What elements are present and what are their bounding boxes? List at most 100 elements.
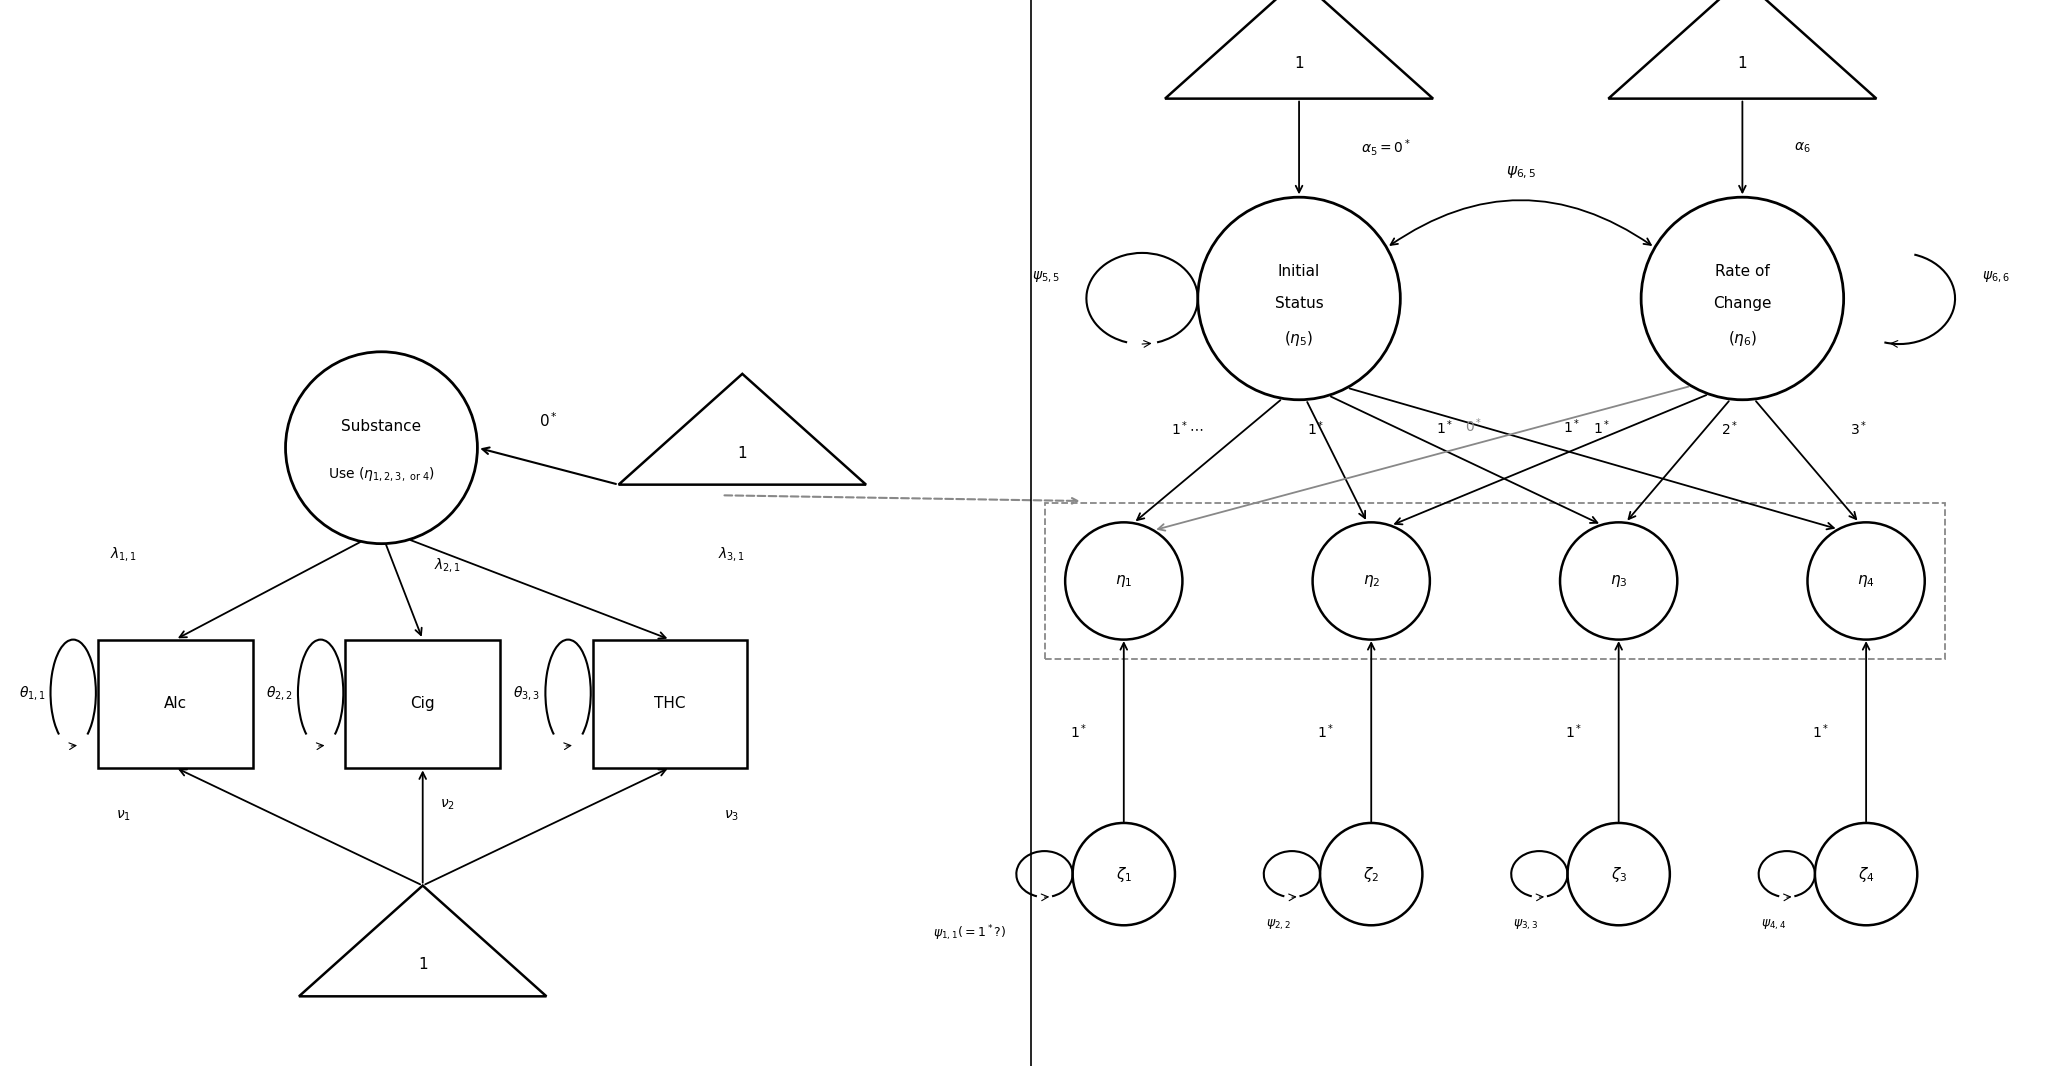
Ellipse shape bbox=[1066, 522, 1182, 640]
Ellipse shape bbox=[1313, 522, 1429, 640]
FancyArrowPatch shape bbox=[1351, 388, 1833, 530]
Text: 1: 1 bbox=[419, 957, 427, 972]
Ellipse shape bbox=[1808, 522, 1924, 640]
FancyArrowPatch shape bbox=[1738, 101, 1747, 192]
FancyArrowPatch shape bbox=[1295, 101, 1303, 192]
Ellipse shape bbox=[1561, 522, 1676, 640]
Text: $\psi_{5,5}$: $\psi_{5,5}$ bbox=[1031, 270, 1060, 285]
FancyArrowPatch shape bbox=[1615, 643, 1623, 822]
Polygon shape bbox=[619, 374, 866, 485]
Ellipse shape bbox=[1072, 823, 1175, 925]
FancyArrowPatch shape bbox=[483, 448, 617, 484]
FancyArrowPatch shape bbox=[1390, 200, 1652, 245]
Text: $\psi_{4,4}$: $\psi_{4,4}$ bbox=[1761, 918, 1786, 933]
Text: $\psi_{6,6}$: $\psi_{6,6}$ bbox=[1982, 270, 2010, 285]
Polygon shape bbox=[299, 886, 546, 997]
Text: $\zeta_3$: $\zeta_3$ bbox=[1610, 865, 1627, 884]
FancyArrowPatch shape bbox=[1142, 341, 1151, 348]
Ellipse shape bbox=[1320, 823, 1423, 925]
Text: $\alpha_5=0^*$: $\alpha_5=0^*$ bbox=[1361, 138, 1410, 159]
FancyArrowPatch shape bbox=[179, 770, 421, 885]
Text: 1: 1 bbox=[738, 446, 746, 461]
FancyArrowPatch shape bbox=[1041, 894, 1047, 901]
Text: $\psi_{3,3}$: $\psi_{3,3}$ bbox=[1514, 918, 1538, 933]
Text: $\zeta_1$: $\zeta_1$ bbox=[1116, 865, 1132, 884]
FancyArrowPatch shape bbox=[1136, 400, 1281, 520]
FancyArrowPatch shape bbox=[1396, 395, 1705, 524]
FancyArrowPatch shape bbox=[1536, 894, 1542, 901]
Ellipse shape bbox=[285, 352, 478, 544]
Text: Alc: Alc bbox=[163, 696, 188, 711]
FancyArrowPatch shape bbox=[425, 770, 666, 885]
FancyArrowPatch shape bbox=[1159, 387, 1689, 531]
Text: $0^*$: $0^*$ bbox=[538, 411, 557, 431]
Text: $\alpha_6$: $\alpha_6$ bbox=[1794, 141, 1810, 156]
Text: Cig: Cig bbox=[410, 696, 435, 711]
Text: $\theta_{1,1}$: $\theta_{1,1}$ bbox=[19, 684, 45, 701]
Text: $\eta_3$: $\eta_3$ bbox=[1610, 572, 1627, 589]
Text: $\eta_4$: $\eta_4$ bbox=[1858, 572, 1874, 589]
Text: $\theta_{2,2}$: $\theta_{2,2}$ bbox=[266, 684, 293, 701]
FancyArrowPatch shape bbox=[419, 772, 427, 883]
FancyArrowPatch shape bbox=[1289, 894, 1295, 901]
FancyBboxPatch shape bbox=[99, 640, 252, 768]
Text: $0^*$: $0^*$ bbox=[1466, 417, 1483, 435]
FancyArrowPatch shape bbox=[1629, 401, 1728, 519]
Text: $1^*$: $1^*$ bbox=[1563, 417, 1582, 436]
FancyBboxPatch shape bbox=[346, 640, 499, 768]
FancyArrowPatch shape bbox=[1330, 397, 1598, 523]
Text: $1^*$: $1^*$ bbox=[1070, 722, 1087, 741]
FancyArrowPatch shape bbox=[1367, 643, 1375, 822]
Text: $1^*$: $1^*$ bbox=[1565, 722, 1582, 741]
Text: $\psi_{2,2}$: $\psi_{2,2}$ bbox=[1266, 918, 1291, 933]
Text: $\nu_1$: $\nu_1$ bbox=[115, 809, 132, 823]
Text: ($\eta_5$): ($\eta_5$) bbox=[1285, 329, 1313, 349]
Text: $\eta_1$: $\eta_1$ bbox=[1116, 572, 1132, 589]
Ellipse shape bbox=[1815, 823, 1918, 925]
Text: Status: Status bbox=[1274, 296, 1324, 311]
FancyArrowPatch shape bbox=[1784, 894, 1790, 901]
Text: $\zeta_2$: $\zeta_2$ bbox=[1363, 865, 1379, 884]
Text: $\zeta_4$: $\zeta_4$ bbox=[1858, 865, 1874, 884]
Text: $\eta_2$: $\eta_2$ bbox=[1363, 572, 1379, 589]
Text: $1^*$: $1^*$ bbox=[1435, 419, 1454, 437]
Text: $2^*$: $2^*$ bbox=[1722, 420, 1738, 438]
Text: ($\eta_6$): ($\eta_6$) bbox=[1728, 329, 1757, 349]
Text: $\theta_{3,3}$: $\theta_{3,3}$ bbox=[513, 684, 540, 701]
Text: $1^*$: $1^*$ bbox=[1812, 722, 1829, 741]
Text: $1^*\cdots$: $1^*\cdots$ bbox=[1171, 420, 1204, 438]
Text: 1: 1 bbox=[1295, 56, 1303, 71]
Text: $\lambda_{3,1}$: $\lambda_{3,1}$ bbox=[718, 546, 746, 563]
FancyArrowPatch shape bbox=[1862, 643, 1870, 822]
FancyArrowPatch shape bbox=[386, 545, 423, 635]
Text: Use ($\eta_{1,2,3,\mathrm{\ or\ }4}$): Use ($\eta_{1,2,3,\mathrm{\ or\ }4}$) bbox=[328, 466, 435, 483]
Text: Rate of: Rate of bbox=[1716, 264, 1769, 279]
FancyArrowPatch shape bbox=[315, 743, 324, 749]
Text: $\nu_2$: $\nu_2$ bbox=[439, 798, 456, 812]
Ellipse shape bbox=[1641, 197, 1843, 400]
FancyBboxPatch shape bbox=[594, 640, 749, 768]
FancyArrowPatch shape bbox=[179, 543, 361, 637]
Text: Substance: Substance bbox=[342, 419, 421, 434]
Text: $1^*$: $1^*$ bbox=[1318, 722, 1334, 741]
Text: $1^*$: $1^*$ bbox=[1307, 420, 1324, 438]
Text: $\psi_{6,5}$: $\psi_{6,5}$ bbox=[1505, 165, 1536, 181]
Polygon shape bbox=[1608, 0, 1876, 99]
Polygon shape bbox=[1165, 0, 1433, 99]
Text: 1: 1 bbox=[1738, 56, 1747, 71]
Text: $\psi_{1,1}(=1^*?)$: $\psi_{1,1}(=1^*?)$ bbox=[932, 923, 1006, 942]
FancyArrowPatch shape bbox=[1891, 341, 1899, 348]
FancyArrowPatch shape bbox=[410, 540, 666, 639]
FancyArrowPatch shape bbox=[1120, 643, 1128, 822]
Text: $3^*$: $3^*$ bbox=[1850, 420, 1866, 438]
Text: $\nu_3$: $\nu_3$ bbox=[724, 809, 740, 823]
Text: $\lambda_{2,1}$: $\lambda_{2,1}$ bbox=[433, 556, 462, 574]
FancyArrowPatch shape bbox=[1757, 401, 1856, 519]
Ellipse shape bbox=[1198, 197, 1400, 400]
Text: $\lambda_{1,1}$: $\lambda_{1,1}$ bbox=[109, 546, 138, 563]
Text: Initial: Initial bbox=[1278, 264, 1320, 279]
Ellipse shape bbox=[1567, 823, 1670, 925]
Text: THC: THC bbox=[654, 696, 687, 711]
FancyArrowPatch shape bbox=[1307, 402, 1365, 518]
Text: Change: Change bbox=[1714, 296, 1771, 311]
